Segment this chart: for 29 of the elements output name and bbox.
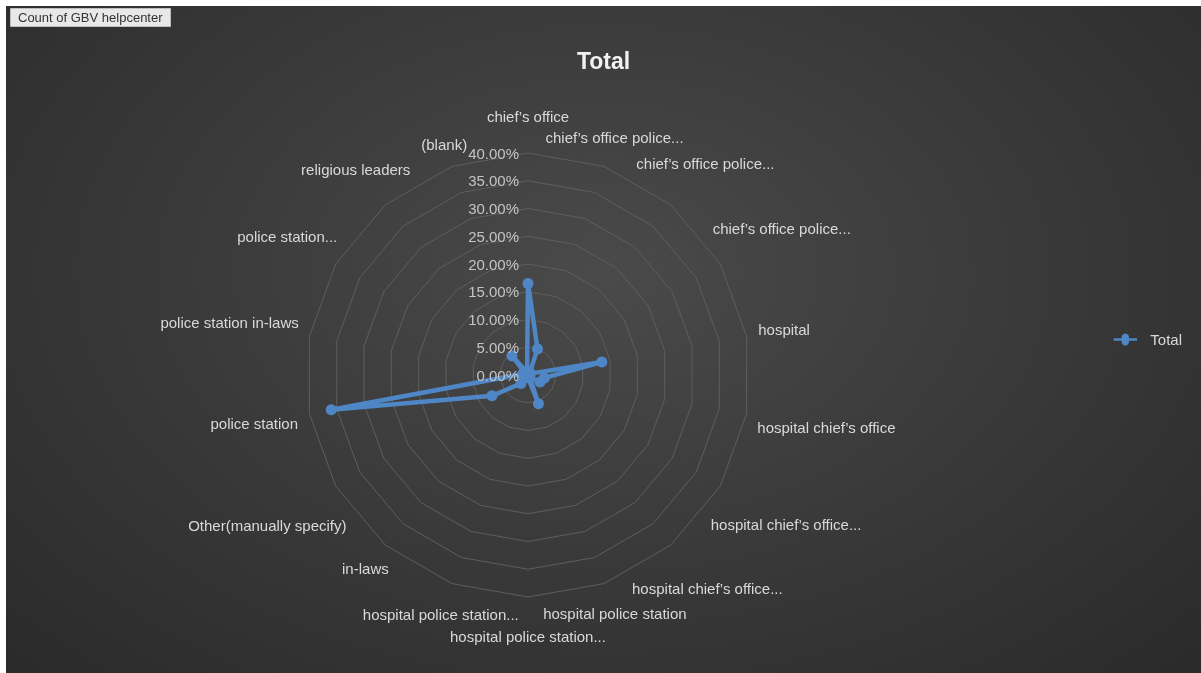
spoke-label: chief’s office police... bbox=[636, 155, 775, 173]
spoke-label: police station in-laws bbox=[160, 313, 299, 331]
y-tick-label: 30.00% bbox=[468, 200, 519, 217]
spoke-label: hospital police station bbox=[543, 605, 687, 623]
spoke-label: hospital chief’s office bbox=[757, 419, 896, 437]
spoke-label: Other(manually specify) bbox=[188, 517, 347, 534]
spoke-label: police station bbox=[210, 414, 298, 432]
y-tick-label: 25.00% bbox=[468, 227, 519, 245]
spoke-label: hospital chief’s office... bbox=[710, 515, 862, 533]
y-tick-label: 40.00% bbox=[468, 144, 519, 162]
chart-title: Total bbox=[576, 47, 631, 74]
y-tick-label: 15.00% bbox=[468, 283, 519, 301]
y-tick-label: 35.00% bbox=[468, 172, 519, 190]
spoke-label: hospital police station... bbox=[362, 606, 519, 624]
spoke-label: chief’s office bbox=[486, 107, 570, 125]
text: Count of GBV helpcenter bbox=[18, 10, 164, 25]
legend-label: Total bbox=[1150, 331, 1182, 348]
y-tick-label: 10.00% bbox=[468, 311, 519, 328]
spoke-label: religious leaders bbox=[301, 161, 411, 179]
y-tick-label: 5.00% bbox=[476, 338, 519, 356]
spoke-label: in-laws bbox=[342, 560, 389, 578]
spoke-label: chief’s office police... bbox=[545, 128, 684, 146]
spoke-label: hospital chief’s office... bbox=[632, 580, 783, 598]
spoke-label: hospital bbox=[758, 321, 810, 339]
spoke-label: police station... bbox=[237, 227, 338, 245]
spoke-label: hospital police station... bbox=[450, 627, 606, 645]
spoke-label: (blank) bbox=[421, 136, 468, 154]
y-tick-label: 20.00% bbox=[468, 255, 519, 273]
spoke-label: chief’s office police... bbox=[712, 220, 851, 237]
